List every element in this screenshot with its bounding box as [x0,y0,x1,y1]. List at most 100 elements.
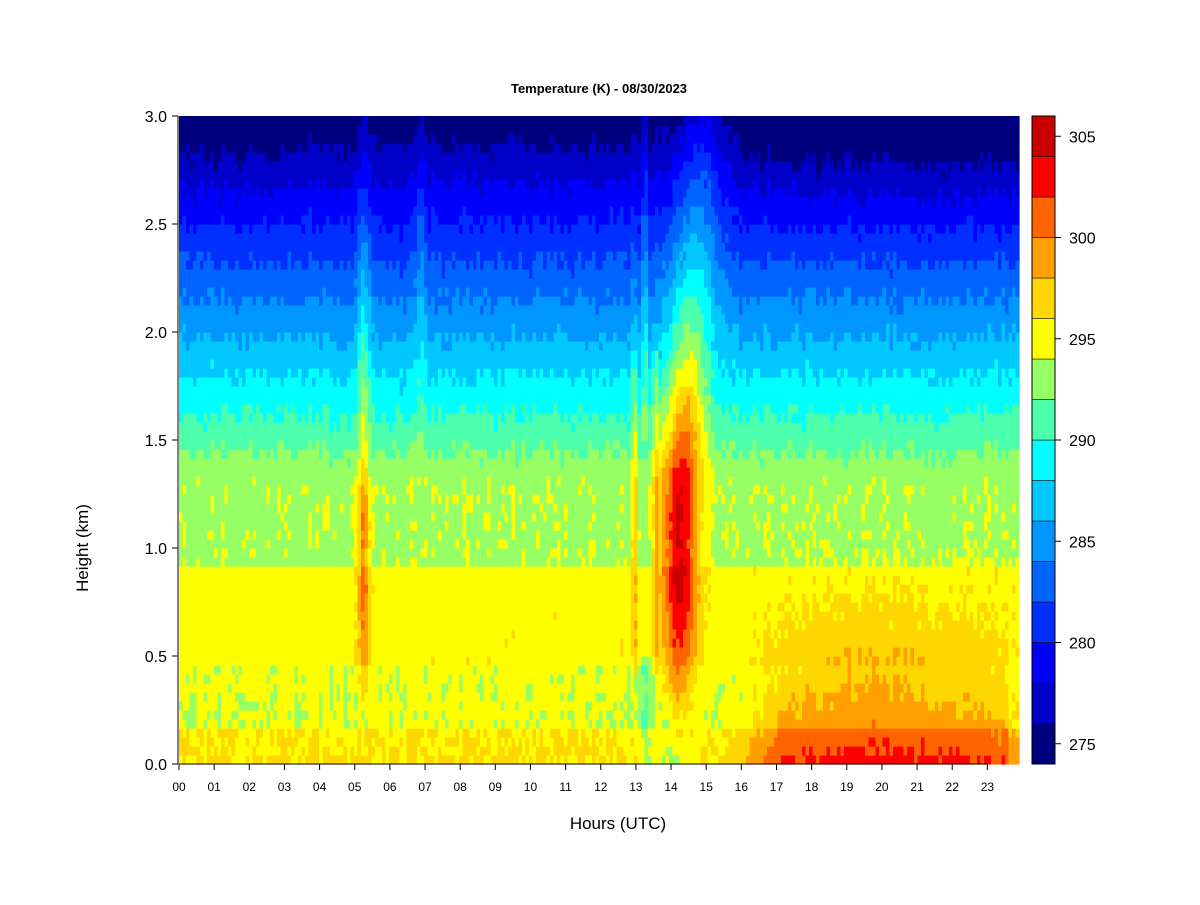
heatmap-cell [392,575,397,585]
heatmap-cell [343,494,348,504]
heatmap-cell [322,359,327,369]
heatmap-cell [182,215,187,225]
heatmap-cell [284,674,289,684]
heatmap-cell [200,260,205,270]
heatmap-cell [256,467,261,477]
heatmap-cell [189,134,194,144]
heatmap-cell [413,494,418,504]
heatmap-cell [319,188,324,198]
heatmap-cell [287,206,292,216]
heatmap-cell [329,584,334,594]
heatmap-cell [350,152,355,162]
heatmap-cell [326,125,331,135]
heatmap-cell [256,125,261,135]
heatmap-cell [396,647,401,657]
heatmap-cell [221,152,226,162]
heatmap-cell [186,467,191,477]
heatmap-cell [280,467,285,477]
heatmap-cell [280,458,285,468]
heatmap-cell [364,278,369,288]
heatmap-cell [406,413,411,423]
heatmap-cell [270,737,275,747]
heatmap-cell [410,746,415,756]
heatmap-cell [343,656,348,666]
heatmap-cell [259,746,264,756]
heatmap-cell [238,494,243,504]
heatmap-cell [378,710,383,720]
heatmap-cell [305,692,310,702]
heatmap-cell [231,395,236,405]
heatmap-cell [287,242,292,252]
heatmap-cell [378,431,383,441]
heatmap-cell [382,197,387,207]
heatmap-cell [329,260,334,270]
heatmap-cell [333,476,338,486]
heatmap-cell [210,323,215,333]
heatmap-cell [347,386,352,396]
heatmap-cell [273,269,278,279]
heatmap-cell [259,197,264,207]
heatmap-cell [329,629,334,639]
heatmap-cell [287,233,292,243]
heatmap-cell [256,512,261,522]
heatmap-cell [252,458,257,468]
heatmap-cell [308,557,313,567]
heatmap-cell [263,143,268,153]
heatmap-cell [368,350,373,360]
heatmap-cell [382,593,387,603]
heatmap-cell [417,152,422,162]
heatmap-cell [326,359,331,369]
heatmap-cell [392,233,397,243]
heatmap-cell [277,566,282,576]
heatmap-cell [333,638,338,648]
heatmap-cell [382,395,387,405]
heatmap-cell [385,269,390,279]
heatmap-cell [382,431,387,441]
heatmap-cell [396,422,401,432]
heatmap-cell [224,602,229,612]
heatmap-cell [242,287,247,297]
heatmap-cell [350,332,355,342]
heatmap-cell [396,215,401,225]
heatmap-cell [273,557,278,567]
heatmap-cell [357,620,362,630]
heatmap-cell [385,422,390,432]
heatmap-cell [389,251,394,261]
heatmap-cell [301,440,306,450]
heatmap-cell [238,260,243,270]
heatmap-cell [298,431,303,441]
heatmap-cell [200,449,205,459]
heatmap-cell [228,251,233,261]
heatmap-cell [294,440,299,450]
heatmap-cell [238,197,243,207]
heatmap-cell [340,755,345,765]
heatmap-cell [385,161,390,171]
heatmap-cell [312,728,317,738]
heatmap-cell [315,485,320,495]
heatmap-cell [238,458,243,468]
heatmap-cell [357,737,362,747]
heatmap-cell [336,404,341,414]
heatmap-cell [361,350,366,360]
heatmap-cell [203,512,208,522]
heatmap-cell [266,638,271,648]
heatmap-cell [368,395,373,405]
heatmap-cell [403,539,408,549]
heatmap-cell [410,395,415,405]
heatmap-cell [214,494,219,504]
heatmap-cell [270,431,275,441]
heatmap-cell [364,152,369,162]
heatmap-cell [301,674,306,684]
heatmap-cell [406,341,411,351]
heatmap-cell [389,530,394,540]
heatmap-cell [399,161,404,171]
heatmap-cell [347,116,352,126]
heatmap-cell [186,539,191,549]
heatmap-cell [294,152,299,162]
heatmap-cell [235,719,240,729]
heatmap-cell [284,323,289,333]
heatmap-cell [277,575,282,585]
heatmap-cell [333,314,338,324]
heatmap-cell [326,683,331,693]
heatmap-cell [392,341,397,351]
